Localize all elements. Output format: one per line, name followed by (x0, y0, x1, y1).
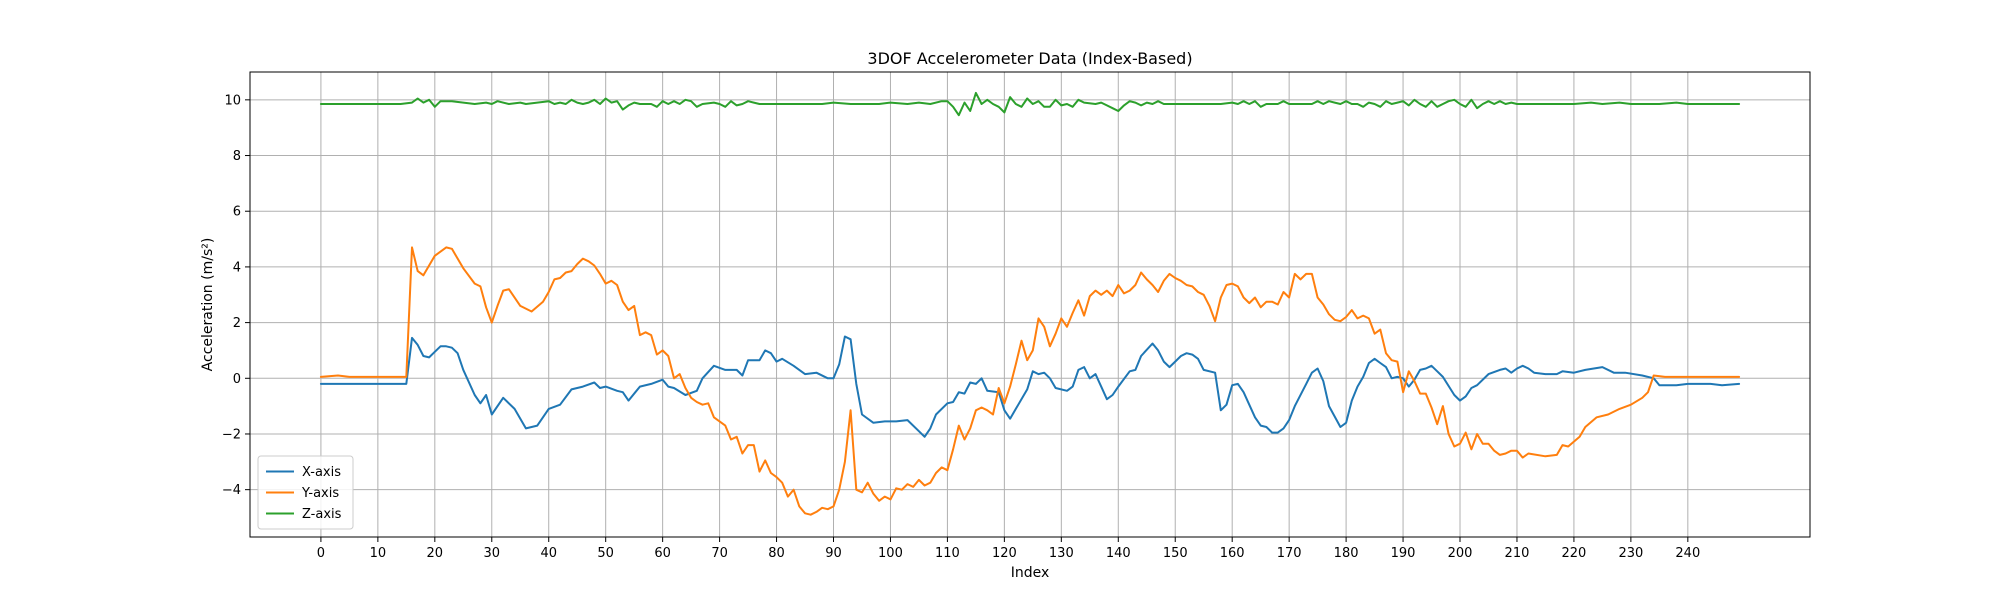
x-tick-label: 120 (992, 546, 1017, 561)
x-tick-label: 190 (1391, 546, 1416, 561)
x-tick-label: 240 (1675, 546, 1700, 561)
chart-title: 3DOF Accelerometer Data (Index-Based) (867, 49, 1192, 68)
series-line-z-axis (319, 91, 1741, 117)
x-tick-label: 170 (1277, 546, 1302, 561)
series-line-y-axis (319, 246, 1741, 516)
x-tick-label: 160 (1220, 546, 1245, 561)
y-tick-label: −2 (222, 427, 241, 442)
x-tick-label: 150 (1163, 546, 1188, 561)
y-tick-label: 0 (233, 372, 241, 387)
y-tick-label: 2 (233, 316, 241, 331)
x-tick-label: 100 (878, 546, 903, 561)
x-tick-label: 30 (484, 546, 501, 561)
series-line-x-axis (319, 335, 1741, 438)
x-tick-label: 80 (768, 546, 785, 561)
x-tick-label: 70 (711, 546, 728, 561)
x-tick-label: 40 (540, 546, 557, 561)
x-tick-label: 200 (1448, 546, 1473, 561)
y-tick-label: 6 (233, 205, 241, 220)
series-lines (319, 91, 1741, 516)
legend-box (257, 455, 354, 530)
legend: X-axis Y-axis Z-axis (257, 455, 354, 530)
y-tick-label: 10 (224, 93, 241, 108)
x-tick-label: 90 (825, 546, 842, 561)
x-tick-label: 0 (317, 546, 325, 561)
plot-frame (249, 71, 1811, 538)
y-tick-label: −4 (222, 483, 241, 498)
x-tick-label: 140 (1106, 546, 1131, 561)
x-tick-label: 20 (427, 546, 444, 561)
x-tick-label: 110 (935, 546, 960, 561)
axis-ticks: 0 10 20 30 40 50 60 70 80 90 100 110 120 130 140 150 160… (222, 93, 1700, 561)
x-tick-label: 130 (1049, 546, 1074, 561)
x-tick-label: 210 (1505, 546, 1530, 561)
x-tick-label: 10 (370, 546, 387, 561)
x-tick-label: 180 (1334, 546, 1359, 561)
legend-label: Z-axis (302, 507, 342, 522)
x-tick-label: 220 (1562, 546, 1587, 561)
y-axis-title: Acceleration (m/s²) (200, 238, 216, 372)
x-axis-title: Index (1011, 565, 1050, 581)
legend-label: Y-axis (301, 486, 339, 501)
x-tick-label: 50 (597, 546, 614, 561)
y-tick-label: 4 (233, 260, 241, 275)
legend-label: X-axis (302, 465, 341, 480)
x-tick-label: 230 (1618, 546, 1643, 561)
x-tick-label: 60 (654, 546, 671, 561)
y-tick-label: 8 (233, 149, 241, 164)
